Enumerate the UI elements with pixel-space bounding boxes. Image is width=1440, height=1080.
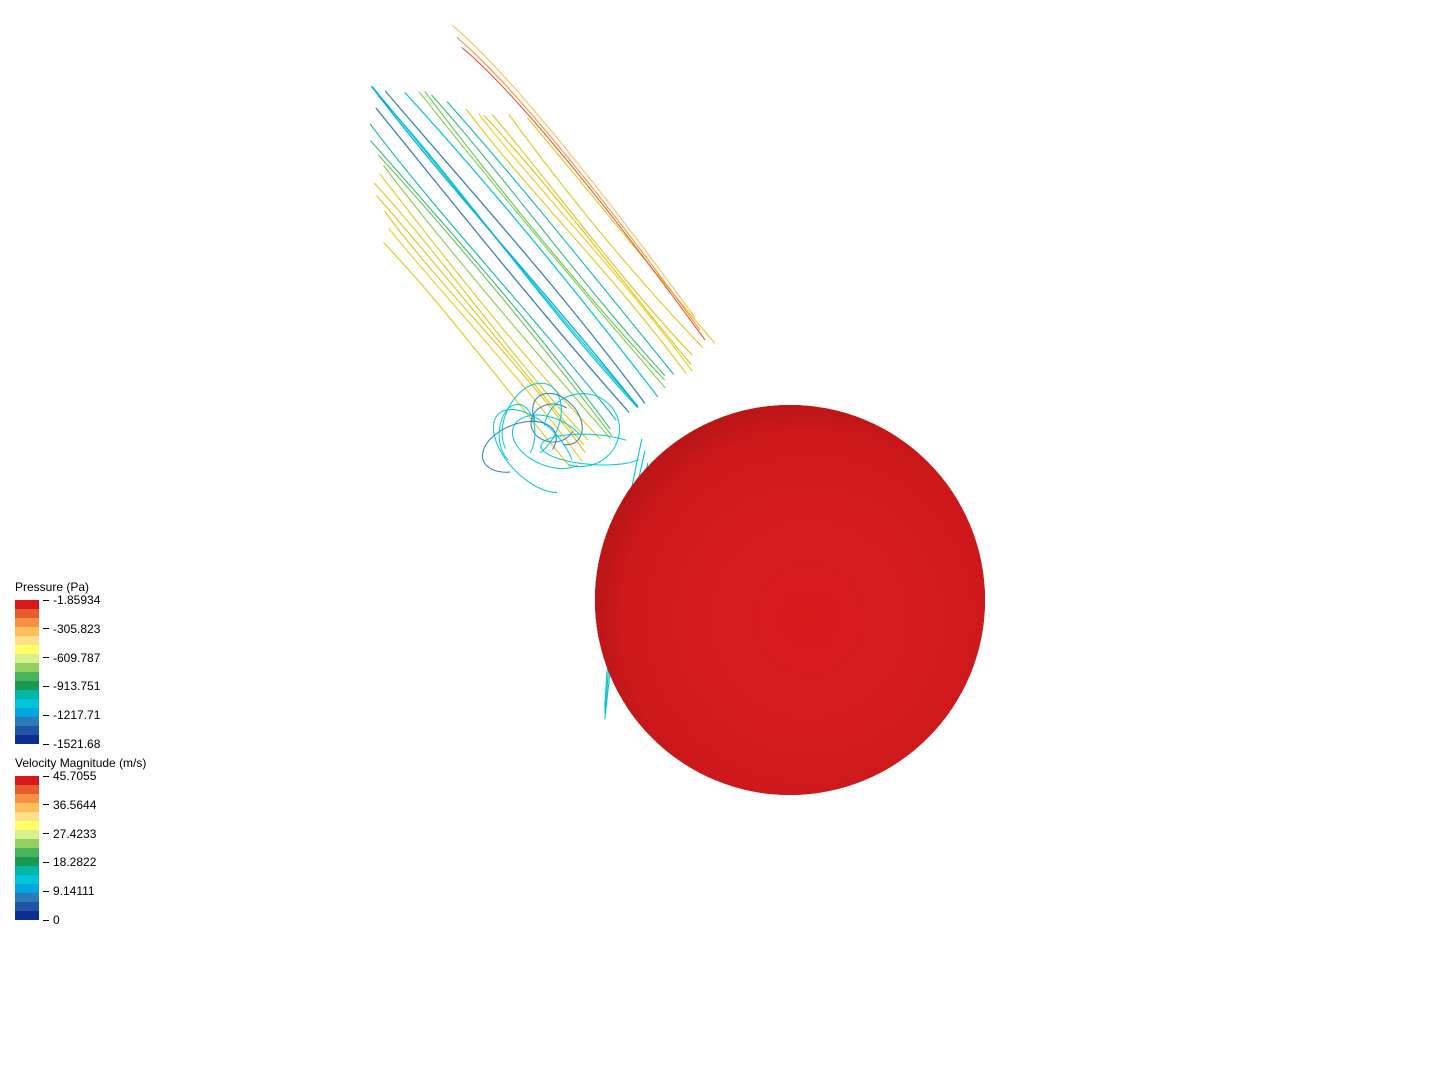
legend-swatch — [15, 794, 39, 803]
legend-tick-label: 45.7055 — [53, 769, 96, 783]
streamline — [385, 212, 585, 453]
legend-swatch — [15, 902, 39, 911]
legend-swatch — [15, 776, 39, 785]
turbulence-loop — [512, 415, 579, 468]
legend-swatch — [15, 690, 39, 699]
legend-swatch — [15, 663, 39, 672]
streamline — [380, 174, 600, 438]
legend-swatch — [15, 618, 39, 627]
legend-tick-label: -609.787 — [53, 651, 100, 665]
legend-swatch — [15, 609, 39, 618]
streamline — [375, 183, 588, 439]
legend-tick-label: -1521.68 — [53, 737, 100, 751]
legend-swatch — [15, 821, 39, 830]
legend-pressure: Pressure (Pa) -1.85934-305.823-609.787-9… — [15, 580, 89, 744]
legend-velocity: Velocity Magnitude (m/s) 45.7055 36.5644 2… — [15, 756, 146, 920]
legend-swatch — [15, 681, 39, 690]
streamline — [509, 115, 703, 348]
legend-swatch — [15, 600, 39, 609]
legend-swatch — [15, 866, 39, 875]
legend-tick-label: -1217.71 — [53, 708, 100, 722]
legend-tick-label: 9.14111 — [53, 884, 95, 898]
legend-velocity-title: Velocity Magnitude (m/s) — [15, 756, 146, 770]
turbulence-loop — [499, 404, 535, 459]
legend-pressure-swatches — [15, 600, 39, 744]
legend-tick-label: -1.85934 — [53, 593, 100, 607]
legend-tick-label: -913.751 — [53, 679, 100, 693]
streamline — [384, 166, 610, 438]
legend-swatch — [15, 893, 39, 902]
legend-swatch — [15, 717, 39, 726]
legend-swatch — [15, 839, 39, 848]
legend-swatch — [15, 672, 39, 681]
streamline — [479, 114, 692, 370]
pressure-sphere — [91, 0, 1185, 956]
legend-tick-label: 0 — [53, 913, 60, 927]
streamline — [379, 155, 612, 435]
scene-svg — [0, 0, 1440, 1080]
legend-swatch — [15, 708, 39, 717]
legend-swatch — [15, 735, 39, 744]
legend-swatch — [15, 726, 39, 735]
legend-swatch — [15, 848, 39, 857]
legend-tick-label: 18.2822 — [53, 855, 96, 869]
legend-swatch — [15, 857, 39, 866]
streamline — [377, 196, 584, 444]
legend-swatch — [15, 636, 39, 645]
legend-tick-label: 27.4233 — [53, 827, 96, 841]
legend-swatch — [15, 875, 39, 884]
legend-swatch — [15, 812, 39, 821]
cfd-visualization: Pressure (Pa) -1.85934 -305.823 -609.787 -9… — [0, 0, 1440, 1080]
legend-swatch — [15, 884, 39, 893]
legend-swatch — [15, 627, 39, 636]
legend-swatch — [15, 654, 39, 663]
legend-swatch — [15, 699, 39, 708]
legend-swatch — [15, 830, 39, 839]
legend-swatch — [15, 911, 39, 920]
streamline — [371, 141, 610, 429]
streamline — [462, 47, 705, 340]
legend-velocity-swatches — [15, 776, 39, 920]
streamline — [492, 115, 692, 356]
legend-tick-label: -305.823 — [53, 622, 100, 636]
legend-pressure-title: Pressure (Pa) — [15, 580, 89, 594]
legend-tick-label: 36.5644 — [53, 798, 96, 812]
legend-swatch — [15, 645, 39, 654]
streamline — [384, 243, 571, 468]
streamline — [386, 92, 645, 404]
legend-swatch — [15, 803, 39, 812]
legend-swatch — [15, 785, 39, 794]
turbulence-loops — [482, 383, 638, 492]
streamline — [405, 93, 657, 397]
